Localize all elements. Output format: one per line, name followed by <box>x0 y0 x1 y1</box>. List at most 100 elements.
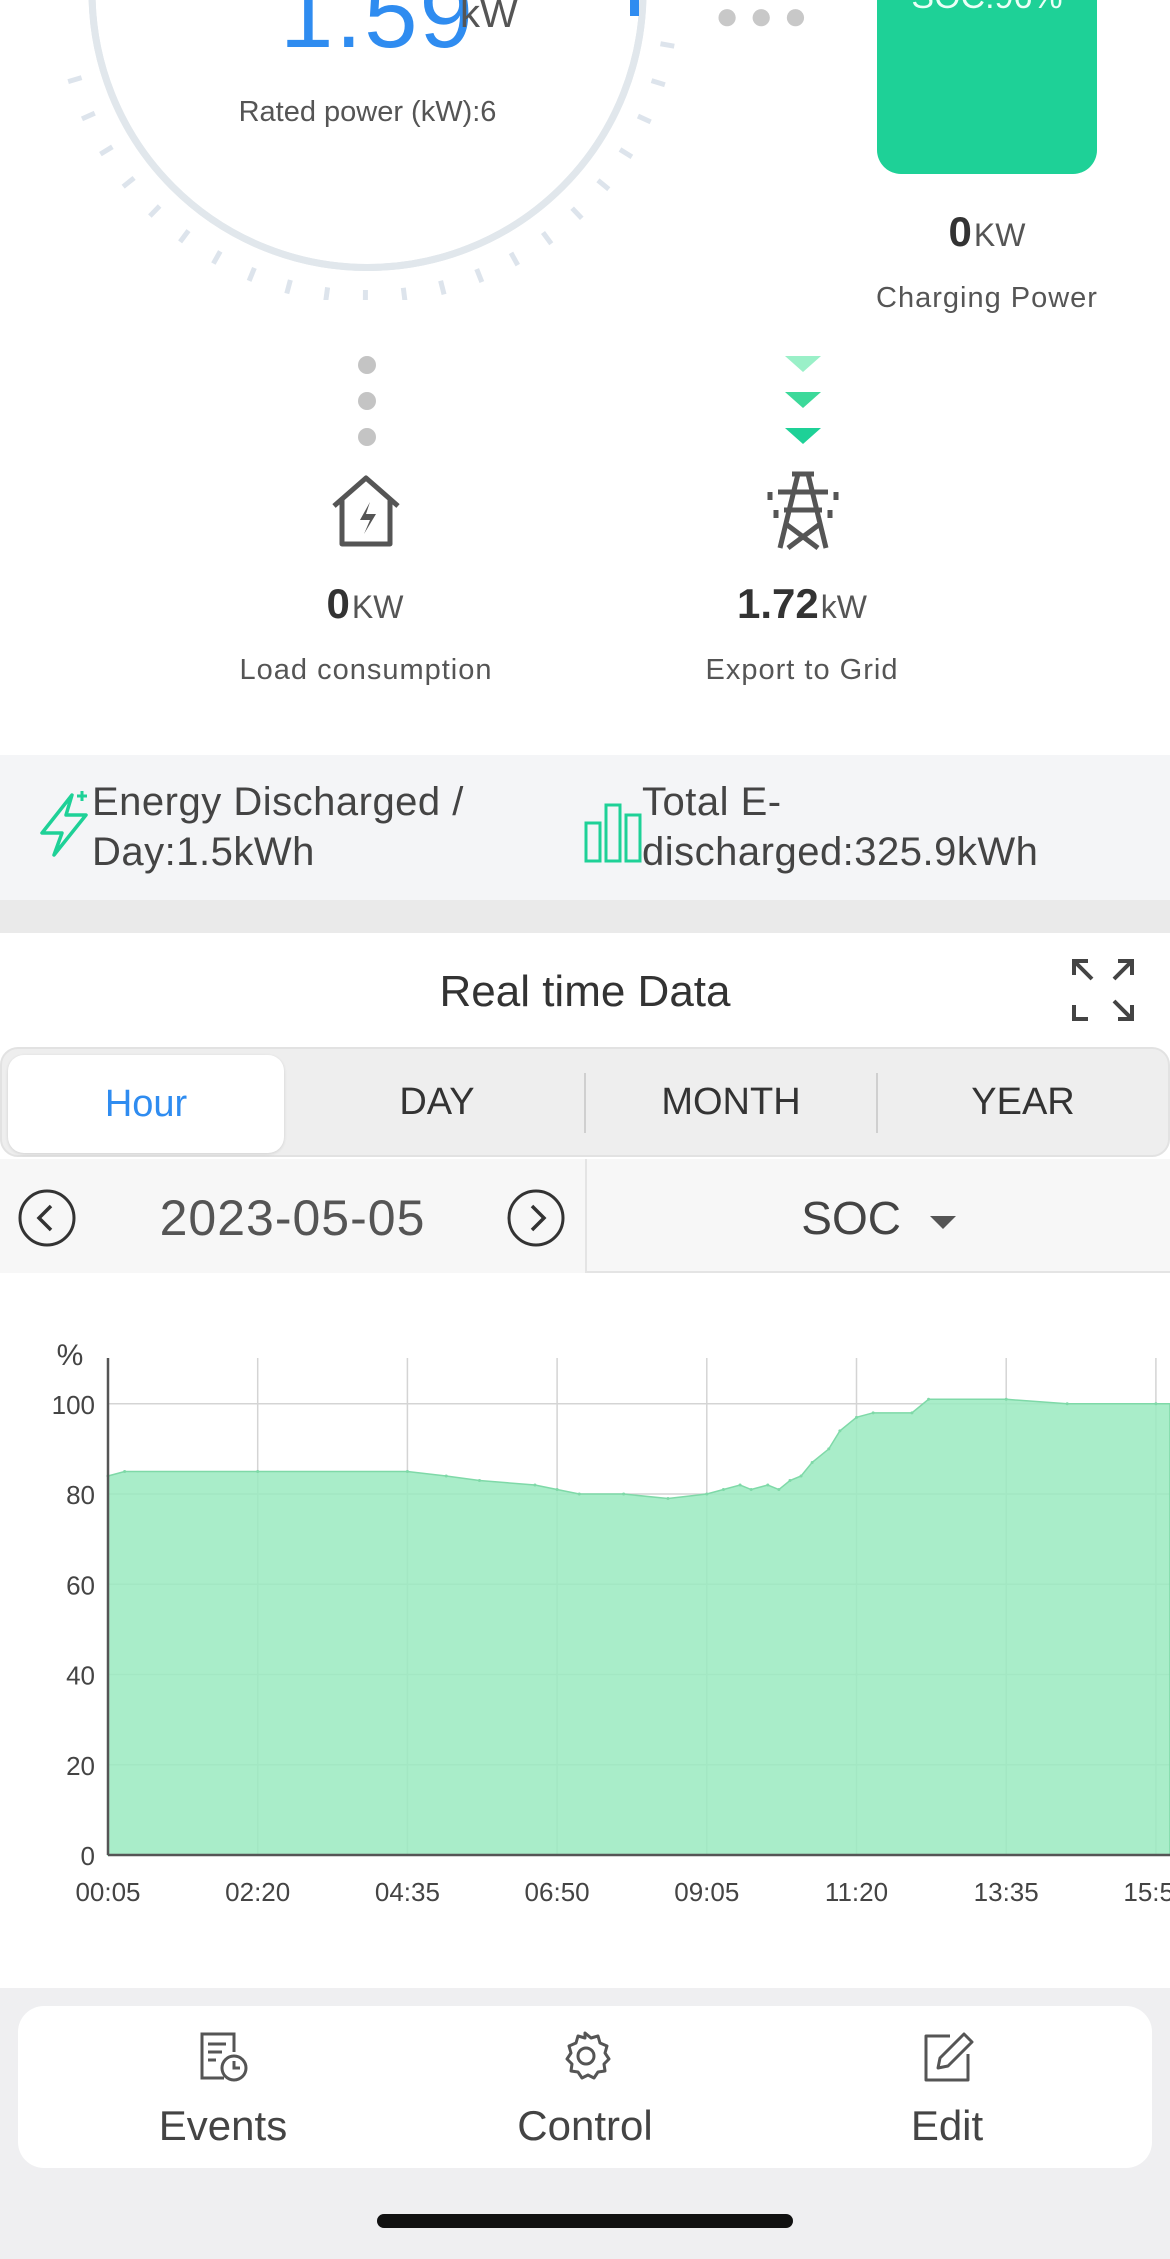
load-consumption-label: Load consumption <box>239 654 493 686</box>
load-flow-dots <box>358 356 378 464</box>
edit-label: Edit <box>910 2102 984 2149</box>
house-icon <box>332 475 400 547</box>
gauge-tick <box>121 175 136 189</box>
edit-icon <box>924 2032 974 2082</box>
soc-data-point <box>910 1411 914 1415</box>
realtime-title: Real time Data <box>439 967 731 1016</box>
soc-data-point <box>788 1478 792 1482</box>
y-tick-label: 0 <box>81 1841 95 1871</box>
gauge-tick <box>178 229 191 244</box>
discharged-day-line1: Energy Discharged / <box>92 780 464 824</box>
x-tick-label: 13:35 <box>974 1877 1039 1907</box>
x-tick-label: 15:50 <box>1123 1877 1170 1907</box>
tab-day[interactable]: DAY <box>399 1081 475 1123</box>
y-tick-label: 40 <box>66 1661 95 1691</box>
date-selector-row: 2023-05-05 SOC <box>0 1159 1170 1273</box>
soc-data-point <box>123 1469 127 1473</box>
soc-data-point <box>749 1488 753 1492</box>
gauge-tick <box>618 147 634 159</box>
total-discharged-line2: discharged:325.9kWh <box>642 830 1039 874</box>
pv-power-unit: kW <box>460 0 518 36</box>
realtime-data-panel: Real time Data Hour DAY MONTH YEAR 2023-… <box>0 933 1170 1988</box>
soc-data-point <box>256 1469 260 1473</box>
gauge-tick <box>660 41 675 49</box>
gauge-tick <box>508 251 520 267</box>
gauge-tick <box>438 280 447 295</box>
expand-icon[interactable] <box>1072 959 1134 1021</box>
rated-power: Rated power (kW):6 <box>238 96 497 128</box>
gauge-tick <box>99 144 114 157</box>
tab-separator <box>876 1073 878 1133</box>
tab-separator <box>584 1073 586 1133</box>
battery-soc-text: SOC:96% <box>877 0 1097 17</box>
soc-data-point <box>622 1492 626 1496</box>
energy-discharged-day: Energy Discharged / Day:1.5kWh <box>36 777 464 877</box>
soc-data-point <box>827 1447 831 1451</box>
load-power-value: 0KW <box>326 580 404 627</box>
gauge-tick <box>67 75 83 85</box>
edit-button[interactable]: Edit <box>797 2006 1097 2168</box>
dropdown-caret-icon <box>929 1215 956 1229</box>
gauge-tick <box>80 110 96 122</box>
y-tick-label: 60 <box>66 1570 95 1600</box>
soc-data-point <box>555 1488 559 1492</box>
x-tick-label: 00:05 <box>75 1877 140 1907</box>
soc-data-point <box>705 1492 709 1496</box>
power-flow-panel: 1.59 kW Rated power (kW):6 ●●● SOC:96% 0… <box>0 0 1170 755</box>
tab-year[interactable]: YEAR <box>971 1081 1075 1123</box>
events-button[interactable]: Events <box>73 2006 373 2168</box>
tab-hour[interactable]: Hour <box>8 1055 284 1153</box>
soc-data-point <box>477 1478 481 1482</box>
soc-data-point <box>1154 1402 1158 1406</box>
soc-data-point <box>855 1415 858 1419</box>
export-to-grid-label: Export to Grid <box>705 654 899 686</box>
energy-summary: Energy Discharged / Day:1.5kWh Total E- … <box>0 755 1170 900</box>
prev-date-button[interactable] <box>17 1188 77 1248</box>
gauge-tick <box>474 268 485 284</box>
total-discharged: Total E- discharged:325.9kWh <box>584 777 1038 877</box>
x-tick-label: 02:20 <box>225 1877 290 1907</box>
soc-data-point <box>799 1474 803 1478</box>
soc-data-point <box>721 1488 725 1492</box>
gauge-tick <box>323 287 331 300</box>
gauge-tick <box>284 279 293 295</box>
x-tick-label: 11:20 <box>825 1877 888 1907</box>
soc-data-point <box>1065 1402 1069 1406</box>
tab-month[interactable]: MONTH <box>661 1081 801 1123</box>
gear-icon <box>565 2031 611 2080</box>
soc-data-point <box>766 1483 770 1487</box>
selected-date[interactable]: 2023-05-05 <box>159 1190 426 1246</box>
export-flow-arrows <box>785 356 821 444</box>
x-tick-label: 09:05 <box>674 1877 739 1907</box>
next-date-button[interactable] <box>506 1188 566 1248</box>
gauge-tick <box>596 178 611 192</box>
y-tick-label: 80 <box>66 1480 95 1510</box>
grid-power-value: 1.72kW <box>737 580 867 627</box>
y-axis-unit: % <box>57 1339 84 1372</box>
soc-data-point <box>927 1397 931 1401</box>
discharged-day-line2: Day:1.5kWh <box>92 830 315 874</box>
charging-power-label: Charging Power <box>876 282 1098 314</box>
metric-select[interactable]: SOC <box>585 1159 1170 1273</box>
soc-data-point <box>777 1488 781 1492</box>
metric-select-value: SOC <box>587 1191 1170 1245</box>
gauge-tick <box>148 204 162 218</box>
gauge-tick <box>636 113 652 125</box>
pv-gauge <box>67 0 675 300</box>
gauge-tick <box>650 78 666 88</box>
y-tick-label: 20 <box>66 1751 95 1781</box>
gauge-tick <box>540 230 554 246</box>
home-indicator <box>377 2214 793 2228</box>
gauge-tick <box>570 206 584 221</box>
soc-data-point <box>1004 1397 1008 1401</box>
gauge-indicator <box>630 0 639 16</box>
flow-dots-horizontal: ●●● <box>715 0 818 38</box>
control-button[interactable]: Control <box>435 2006 735 2168</box>
battery-soc-block[interactable]: SOC:96% <box>877 0 1097 174</box>
section-divider <box>0 900 1170 933</box>
events-icon <box>200 2032 248 2082</box>
soc-data-point <box>838 1429 842 1433</box>
period-tabs: Hour DAY MONTH YEAR <box>0 1047 1170 1157</box>
soc-data-point <box>871 1411 875 1415</box>
lightning-icon <box>40 791 88 857</box>
